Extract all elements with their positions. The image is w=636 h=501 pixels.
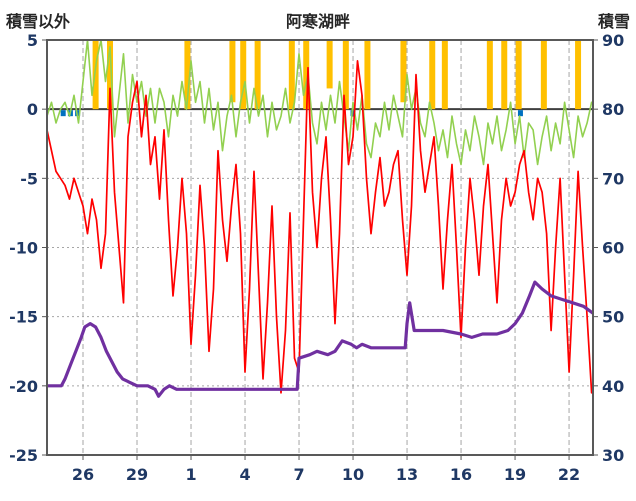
y-left-label: -20: [9, 377, 38, 396]
sunshine-bar: [92, 40, 99, 110]
sunshine-bar: [107, 40, 114, 110]
sunshine-bar: [229, 40, 236, 103]
sunshine-bar: [429, 40, 436, 110]
y-right-label: 90: [602, 31, 624, 50]
y-left-label: -5: [20, 169, 38, 188]
x-axis-label: 7: [293, 465, 304, 484]
left-axis-title: 積雪以外: [6, 12, 71, 31]
sunshine-bar: [240, 40, 247, 110]
y-right-label: 50: [602, 308, 624, 327]
temperature-line: [47, 59, 593, 394]
sunshine-bar: [486, 40, 493, 110]
precipitation-mark: [60, 110, 66, 117]
sunshine-bar: [303, 40, 310, 110]
y-right-label: 80: [602, 100, 624, 119]
y-right-label: 40: [602, 377, 624, 396]
y-left-label: 5: [27, 31, 38, 50]
x-axis-label: 29: [126, 465, 148, 484]
sunshine-bar: [540, 40, 547, 110]
snow-depth-line: [47, 280, 593, 398]
y-left-label: 0: [27, 100, 38, 119]
sunshine-bar: [326, 40, 333, 89]
chart-title: 阿寒湖畔: [285, 12, 350, 31]
y-left-label: -10: [9, 239, 38, 258]
sunshine-bar: [364, 40, 371, 110]
x-axis-label: 4: [239, 465, 250, 484]
sunshine-bar: [184, 40, 191, 110]
y-right-label: 60: [602, 239, 624, 258]
y-left-label: -15: [9, 308, 38, 327]
sunshine-bar: [575, 40, 582, 110]
right-axis-title: 積雪: [597, 12, 630, 31]
y-left-label: -25: [9, 446, 38, 465]
y-right-label: 30: [602, 446, 624, 465]
x-axis-label: 1: [185, 465, 196, 484]
x-axis-label: 10: [342, 465, 364, 484]
precipitation-mark: [350, 110, 356, 117]
sunshine-bar: [441, 40, 448, 110]
sunshine-bar: [400, 40, 407, 103]
plot-border: [46, 39, 594, 456]
y-right-label: 70: [602, 169, 624, 188]
x-axis-label: 16: [450, 465, 472, 484]
precipitation-mark: [517, 110, 523, 117]
sunshine-bar: [501, 40, 508, 110]
sunshine-bar: [254, 40, 261, 110]
x-axis-label: 13: [396, 465, 418, 484]
x-axis-label: 26: [72, 465, 94, 484]
x-axis-label: 22: [558, 465, 580, 484]
x-axis-label: 19: [504, 465, 526, 484]
sunshine-bar: [342, 40, 349, 110]
sunshine-bar: [515, 40, 522, 110]
sunshine-bar: [288, 40, 295, 110]
